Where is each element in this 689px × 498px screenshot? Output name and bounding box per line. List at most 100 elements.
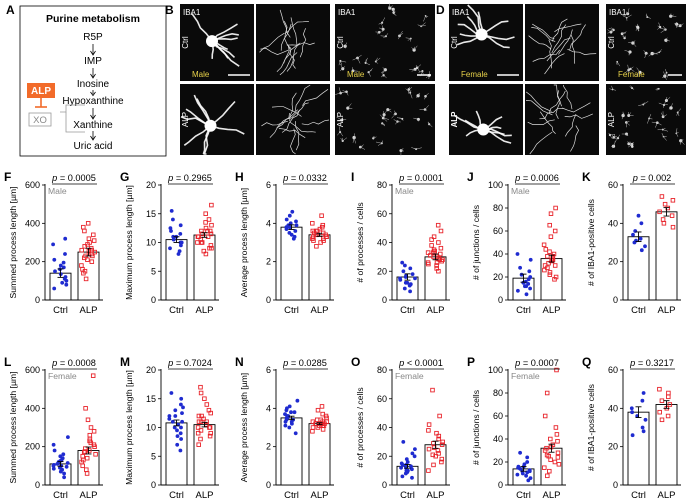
data-point-alp <box>196 442 201 447</box>
x-tick-label: ALP <box>311 305 329 316</box>
data-point-alp <box>319 213 324 218</box>
y-tick-label: 2 <box>266 442 271 452</box>
panel-label-j: J <box>467 170 474 184</box>
data-point-alp <box>425 260 431 265</box>
data-point-ctrl <box>408 289 412 294</box>
chart-panel-j: J # of junctions / cells 0 20 40 60 80 100 Ctrl A… <box>467 170 566 316</box>
data-point-ctrl <box>51 463 56 468</box>
y-tick-label: 40 <box>377 238 387 248</box>
data-point-ctrl <box>630 410 634 415</box>
x-tick-label: ALP <box>427 490 445 498</box>
micrograph-image <box>525 84 599 155</box>
panel-label-h: H <box>235 170 244 184</box>
y-tick-label: 0 <box>35 480 40 490</box>
data-point-alp <box>544 390 550 396</box>
data-point-alp <box>434 260 440 265</box>
data-point-alp <box>548 234 554 239</box>
data-point-ctrl <box>66 435 70 439</box>
data-point-alp <box>205 234 211 239</box>
x-tick-label: ALP <box>196 490 214 498</box>
bar-alp <box>193 424 216 486</box>
data-point-alp <box>87 432 93 438</box>
data-point-ctrl <box>640 425 645 430</box>
data-point-alp <box>431 247 437 252</box>
data-point-ctrl <box>402 286 407 291</box>
chart-panel-q: Q # of IBA1-positive cells 0 20 40 60 Ctrl ALP p… <box>582 355 681 498</box>
data-point-ctrl <box>631 232 635 237</box>
data-point-alp <box>310 221 315 226</box>
y-tick-label: 4 <box>266 218 271 228</box>
sex-annotation: Female <box>511 371 540 381</box>
data-point-alp <box>552 228 558 234</box>
pathway-arrows <box>90 44 96 141</box>
data-point-alp <box>426 446 432 452</box>
data-point-alp <box>553 274 559 280</box>
data-point-ctrl <box>408 282 413 287</box>
data-point-alp <box>81 457 86 463</box>
micrograph-panel-d: D Ctrl IBA1 Female ALP <box>436 3 599 155</box>
panel-label-g: G <box>120 170 129 184</box>
y-tick-label: 200 <box>25 442 40 452</box>
micrograph-condition-label: Ctrl <box>336 36 345 49</box>
data-point-ctrl <box>61 452 66 457</box>
y-tick-label: 0 <box>613 295 618 305</box>
data-point-ctrl <box>518 265 522 270</box>
xo-enzyme-label: XO <box>33 115 47 126</box>
data-point-alp <box>203 211 208 216</box>
data-point-ctrl <box>287 231 292 235</box>
sex-annotation: Male <box>395 186 414 196</box>
data-point-alp <box>198 390 204 396</box>
data-point-alp <box>314 244 319 249</box>
y-tick-label: 10 <box>146 423 156 433</box>
data-point-alp <box>82 268 88 274</box>
micrograph-condition-label: ALP <box>181 112 190 127</box>
y-tick-label: 20 <box>608 257 618 267</box>
y-tick-label: 6 <box>266 365 271 375</box>
data-point-alp <box>195 234 201 239</box>
data-point-ctrl <box>170 419 175 424</box>
data-point-alp <box>91 232 96 238</box>
data-point-ctrl <box>176 252 181 256</box>
y-tick-label: 80 <box>377 365 387 375</box>
x-tick-label: Ctrl <box>169 305 184 316</box>
data-point-alp <box>198 419 204 424</box>
data-point-ctrl <box>527 269 532 274</box>
micrograph-marker-label: IBA1 <box>452 8 470 17</box>
y-tick-label: 0 <box>266 295 271 305</box>
data-point-alp <box>426 468 431 473</box>
data-point-alp <box>545 265 550 271</box>
data-point-ctrl <box>400 474 405 479</box>
data-point-ctrl <box>178 431 183 436</box>
data-point-ctrl <box>286 414 291 418</box>
data-point-alp <box>545 254 550 259</box>
y-tick-label: 4 <box>266 403 271 413</box>
chart-panel-o: O # of processes / cells 0 20 40 60 80 Ctrl ALP p… <box>351 355 450 498</box>
data-point-ctrl <box>294 223 299 228</box>
data-point-ctrl <box>516 288 520 293</box>
sex-annotation: Male <box>48 186 67 196</box>
data-point-alp <box>199 413 204 419</box>
data-point-ctrl <box>524 473 528 478</box>
data-point-alp <box>322 421 327 426</box>
y-axis-label: Maximum process length [µm] <box>124 185 134 300</box>
data-point-ctrl <box>179 243 183 248</box>
y-tick-label: 10 <box>146 238 156 248</box>
bar-alp <box>540 258 563 301</box>
y-axis-label: Average process length [µm] <box>239 373 249 482</box>
data-point-alp <box>204 402 210 407</box>
chart-panel-i: I # of processes / cells 0 20 40 60 80 Ctrl ALP p… <box>351 170 450 316</box>
data-point-ctrl <box>180 419 185 424</box>
data-point-ctrl <box>52 286 57 291</box>
data-point-alp <box>431 234 437 239</box>
data-point-alp <box>79 263 84 268</box>
data-point-alp <box>81 224 86 230</box>
panel-label-l: L <box>4 355 11 369</box>
data-point-alp <box>544 445 549 451</box>
data-point-alp <box>310 425 316 430</box>
y-tick-label: 6 <box>266 180 271 190</box>
data-point-alp <box>207 425 213 430</box>
data-point-ctrl <box>61 260 66 265</box>
y-tick-label: 600 <box>25 365 40 375</box>
x-tick-label: ALP <box>80 305 98 316</box>
